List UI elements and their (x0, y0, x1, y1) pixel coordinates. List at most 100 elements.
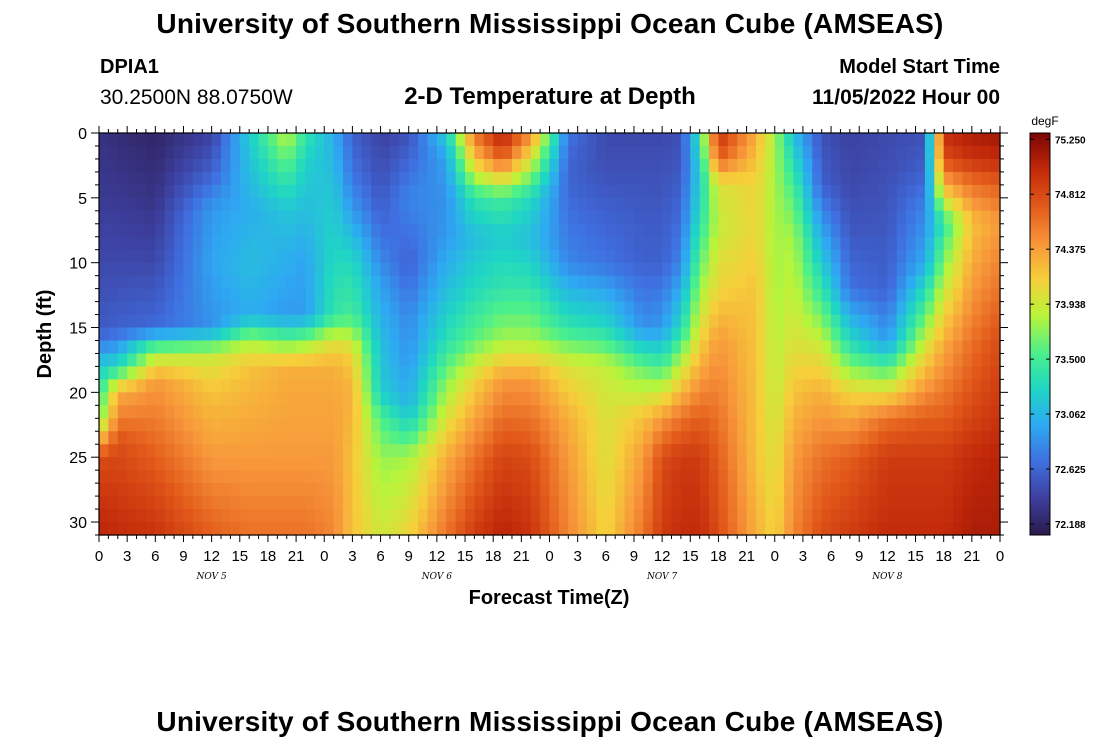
heatmap-cell (286, 366, 297, 380)
heatmap-cell (821, 327, 832, 342)
heatmap-cell (192, 145, 203, 160)
heatmap-cell (774, 197, 785, 212)
heatmap-cell (877, 288, 888, 303)
heatmap-cell (258, 171, 269, 186)
heatmap-cell (943, 509, 954, 523)
heatmap-cell (859, 353, 870, 368)
heatmap-cell (192, 184, 203, 199)
heatmap-cell (174, 210, 185, 225)
heatmap-cell (737, 301, 748, 316)
heatmap-cell (136, 223, 147, 238)
heatmap-cell (990, 457, 1001, 471)
heatmap-cell (211, 509, 222, 523)
heatmap-cell (230, 301, 241, 316)
heatmap-cell (718, 509, 729, 523)
heatmap-cell (615, 288, 626, 303)
heatmap-cell (267, 340, 278, 355)
heatmap-cell (605, 470, 616, 484)
heatmap-cell (127, 431, 138, 445)
heatmap-cell (183, 496, 194, 510)
heatmap-cell (915, 262, 926, 277)
heatmap-cell (408, 184, 419, 199)
heatmap-cell (821, 379, 832, 393)
heatmap-cell (174, 418, 185, 432)
heatmap-cell (511, 340, 522, 355)
heatmap-cell (333, 457, 344, 471)
heatmap-cell (887, 483, 898, 497)
heatmap-cell (155, 522, 166, 536)
heatmap-cell (286, 483, 297, 497)
heatmap-cell (418, 184, 429, 199)
heatmap-cell (333, 158, 344, 173)
heatmap-cell (540, 496, 551, 510)
heatmap-cell (380, 184, 391, 199)
heatmap-cell (221, 509, 231, 523)
heatmap-cell (136, 133, 147, 147)
heatmap-cell (671, 431, 682, 445)
heatmap-cell (577, 249, 588, 264)
heatmap-cell (145, 197, 156, 212)
heatmap-cell (718, 145, 729, 160)
heatmap-cell (718, 197, 729, 212)
heatmap-cell (784, 470, 795, 484)
heatmap-cell (596, 158, 607, 173)
heatmap-cell (361, 197, 372, 212)
heatmap-cell (333, 418, 344, 432)
heatmap-cell (981, 249, 992, 264)
heatmap-cell (793, 509, 804, 523)
heatmap-cell (174, 275, 185, 290)
heatmap-cell (418, 171, 429, 186)
heatmap-cell (671, 327, 682, 342)
heatmap-cell (239, 353, 250, 368)
heatmap-cell (371, 340, 382, 355)
heatmap-cell (314, 249, 325, 264)
heatmap-cell (465, 262, 476, 277)
heatmap-cell (380, 457, 391, 471)
heatmap-cell (343, 483, 354, 497)
heatmap-cell (286, 327, 297, 342)
heatmap-cell (896, 327, 907, 342)
heatmap-cell (305, 444, 316, 458)
heatmap-cell (633, 133, 644, 147)
heatmap-cell (183, 184, 194, 199)
heatmap-cell (502, 262, 513, 277)
heatmap-cell (643, 171, 654, 186)
heatmap-cell (680, 418, 691, 432)
heatmap-cell (540, 366, 551, 380)
heatmap-cell (530, 327, 541, 342)
heatmap-cell (192, 171, 203, 186)
heatmap-cell (455, 431, 466, 445)
heatmap-cell (849, 405, 860, 419)
heatmap-cell (831, 158, 842, 173)
heatmap-cell (305, 522, 316, 536)
heatmap-cell (267, 184, 278, 199)
heatmap-cell (577, 470, 588, 484)
x-tick-label: 12 (654, 548, 671, 565)
heatmap-cell (755, 431, 766, 445)
heatmap-cell (239, 171, 250, 186)
heatmap-cell (737, 197, 748, 212)
heatmap-cell (521, 444, 532, 458)
heatmap-cell (99, 340, 109, 355)
heatmap-cell (755, 262, 766, 277)
heatmap-cell (202, 353, 213, 368)
heatmap-cell (399, 158, 410, 173)
heatmap-cell (192, 522, 203, 536)
heatmap-cell (427, 405, 438, 419)
heatmap-cell (136, 509, 147, 523)
heatmap-cell (906, 392, 917, 406)
heatmap-cell (774, 223, 785, 238)
date-label: NOV 8 (871, 572, 902, 582)
heatmap-cell (465, 353, 476, 368)
heatmap-cell (465, 340, 476, 355)
heatmap-cell (418, 133, 429, 147)
heatmap-cell (652, 379, 663, 393)
heatmap-cell (558, 314, 569, 329)
heatmap-cell (389, 431, 400, 445)
heatmap-cell (831, 301, 842, 316)
heatmap-cell (389, 522, 400, 536)
heatmap-cell (408, 470, 419, 484)
heatmap-cell (605, 145, 616, 160)
heatmap-cell (896, 353, 907, 368)
heatmap-cell (633, 275, 644, 290)
